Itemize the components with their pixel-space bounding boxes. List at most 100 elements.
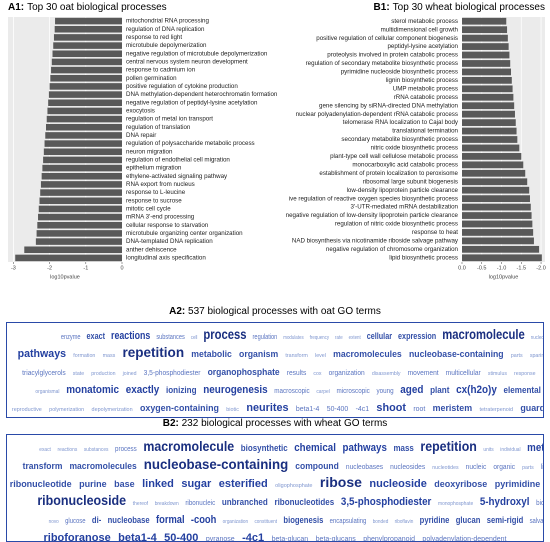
- x-tick-label: 0.0: [458, 265, 466, 271]
- bar: [53, 42, 122, 49]
- cloud-word: regulation: [252, 334, 278, 341]
- cloud-word: tetraterpenoid: [479, 407, 513, 413]
- cloud-word: biosynthesis: [536, 500, 544, 507]
- bar: [462, 51, 510, 59]
- category-label: peptidyl-lysine acetylation: [387, 43, 458, 50]
- bar: [462, 119, 516, 126]
- cloud-word: 50-400: [164, 532, 199, 542]
- cloud-word: aged: [400, 384, 424, 396]
- cloud-word: mass: [102, 353, 116, 359]
- bar: [54, 25, 122, 33]
- cloud-word: reproductive: [11, 407, 42, 413]
- category-label: neuron migration: [126, 148, 173, 155]
- word-cloud: enzyme exact reactions substances cell p…: [6, 322, 544, 418]
- x-tick-label: -1.5: [517, 265, 526, 271]
- cloud-word: thereof: [132, 501, 149, 507]
- cloud-word: ribonucleic: [185, 500, 216, 507]
- title: Top 30 oat biological processes: [27, 2, 167, 13]
- cloud-word: pathways: [17, 348, 67, 360]
- bar: [43, 148, 123, 156]
- bar: [462, 203, 531, 211]
- category-label: nitric oxide biosynthetic process: [371, 145, 458, 152]
- bar: [462, 186, 530, 194]
- bar: [462, 60, 511, 67]
- x-tick-label: -1: [83, 265, 88, 271]
- cloud-word: polyadenylation-dependent: [422, 536, 507, 542]
- cloud-word: units: [483, 447, 494, 453]
- cloud-word: di-: [91, 515, 102, 525]
- cloud-word: macromolecule: [442, 326, 525, 342]
- cloud-word: novo: [48, 519, 59, 525]
- bar: [55, 17, 122, 25]
- bar: [462, 237, 534, 245]
- cloud-word: individual: [500, 447, 521, 453]
- x-tick-label: 0: [120, 265, 123, 271]
- cloud-word: elemental: [503, 385, 541, 395]
- cloud-word: esterified: [218, 478, 268, 490]
- category-label: NAD biosynthesis via nicotinamide ribosi…: [292, 238, 459, 245]
- bar: [462, 161, 524, 169]
- cloud-word: response: [514, 371, 536, 377]
- cloud-word: ribonucleotides: [274, 497, 335, 507]
- category-label: positive regulation of cellular componen…: [316, 35, 458, 42]
- cloud-word: shoot: [376, 402, 406, 414]
- category-label: proteolysis involved in protein cataboli…: [327, 52, 458, 59]
- cloud-word: joined: [122, 371, 137, 377]
- category-label: regulation of endothelial cell migration: [126, 157, 230, 164]
- cloud-word: nucleotide: [530, 335, 544, 341]
- category-label: regulation of secondary metabolite biosy…: [306, 60, 458, 67]
- bar: [43, 156, 122, 164]
- cloud-word: neurites: [246, 402, 289, 414]
- cloud-word: pyrimidine: [494, 479, 541, 489]
- category-label: DNA-templated DNA replication: [126, 238, 213, 245]
- bar: [462, 102, 515, 110]
- cloud-word: modulates: [283, 335, 304, 341]
- category-label: regulation of nitric oxide biosynthetic …: [335, 221, 458, 228]
- cloud-word: ribose: [319, 474, 362, 490]
- category-label: gene silencing by siRNA-directed DNA met…: [319, 102, 458, 109]
- cloud-word: beta-glucans: [315, 536, 356, 542]
- cloud-word: monatomic: [66, 384, 120, 396]
- category-label: negative regulation of microtubule depol…: [126, 50, 268, 57]
- bar: [53, 34, 122, 41]
- cloud-word: process: [115, 446, 137, 453]
- cloud-word: formal: [156, 514, 185, 526]
- cloud-word: rate: [335, 335, 343, 341]
- bar: [47, 107, 123, 115]
- x-tick-label: -1.0: [497, 265, 506, 271]
- category-label: cellular response to starvation: [126, 222, 209, 229]
- cloud-word: deoxyribose: [434, 479, 488, 489]
- panel-label: B1:: [374, 2, 390, 13]
- cloud-word: phenylpropanoid: [363, 536, 415, 542]
- cloud-word: pathways: [342, 442, 387, 454]
- cloud-word: ionizing: [165, 385, 197, 395]
- cloud-word: biosynthetic: [240, 443, 288, 453]
- category-label: negative regulation of low-density lipop…: [286, 212, 459, 219]
- category-label: longitudinal axis specification: [126, 255, 206, 262]
- cloud-word: 50-400: [326, 406, 349, 413]
- bar: [40, 181, 122, 188]
- category-label: UMP metabolic process: [393, 85, 458, 92]
- cloud-word: nucleobases: [345, 464, 384, 471]
- cloud-word: organophosphate: [207, 367, 280, 377]
- bar: [462, 34, 508, 42]
- title: Top 30 wheat biological processes: [393, 2, 545, 13]
- category-label: epithelium migration: [126, 165, 182, 172]
- cloud-line: pathways formation mass repetition metab…: [16, 344, 543, 362]
- category-label: response to red light: [126, 34, 182, 41]
- category-label: ethylene-activated signaling pathway: [126, 173, 228, 180]
- cloud-word: oligophosphate: [275, 483, 313, 489]
- category-label: response to L-leucine: [126, 189, 186, 196]
- bar: [45, 132, 122, 139]
- bar: [51, 66, 122, 74]
- bar: [50, 74, 122, 82]
- cloud-word: beta1-4: [118, 532, 157, 542]
- cloud-word: extent: [348, 335, 361, 341]
- cloud-word: results: [286, 370, 307, 377]
- bar: [36, 230, 122, 237]
- x-tick-label: -2.0: [536, 265, 545, 271]
- bar: [462, 85, 513, 93]
- cloud-word: base: [114, 479, 135, 489]
- cloud-word: nucleobase-containing: [408, 349, 504, 359]
- bar: [40, 189, 123, 196]
